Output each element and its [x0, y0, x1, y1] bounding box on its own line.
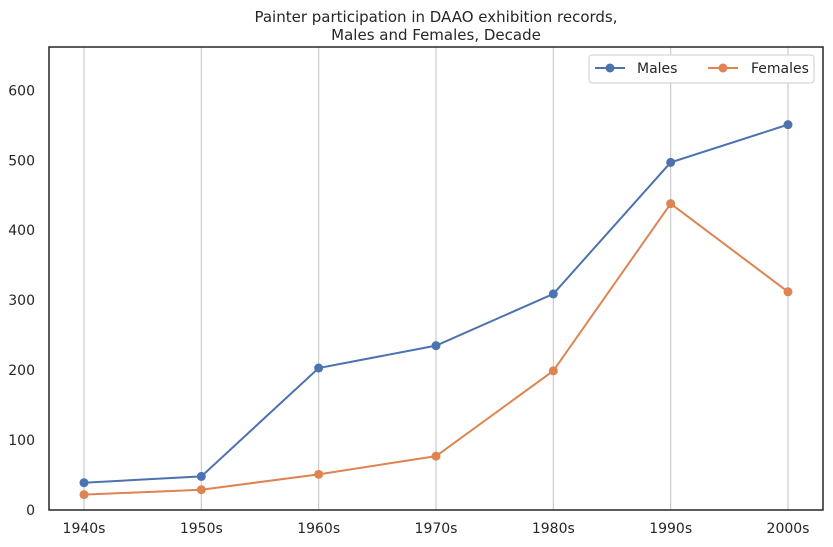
x-tick-label-1970s: 1970s — [415, 521, 458, 537]
data-point-males-1980s[interactable] — [548, 289, 558, 299]
y-tick-label-500: 500 — [8, 153, 35, 169]
x-tick-labels: 1940s 1950s 1960s 1970s 1980s 1990s 2000s — [63, 521, 810, 537]
chart-title-line-1: Painter participation in DAAO exhibition… — [254, 8, 617, 26]
data-point-females-1950s[interactable] — [196, 485, 206, 495]
y-tick-label-400: 400 — [8, 223, 35, 239]
gridlines — [83, 47, 789, 510]
y-tick-label-600: 600 — [8, 83, 35, 99]
x-tick-label-1960s: 1960s — [297, 521, 340, 537]
data-point-females-1990s[interactable] — [666, 199, 676, 209]
legend-females-marker — [718, 63, 728, 73]
data-point-males-1960s[interactable] — [314, 363, 324, 373]
series-group — [79, 120, 793, 500]
x-tick-label-1950s: 1950s — [180, 521, 223, 537]
data-point-females-1980s[interactable] — [548, 366, 558, 376]
legend-males-label: Males — [637, 61, 677, 77]
data-point-males-1970s[interactable] — [431, 341, 441, 351]
plot-frame — [48, 46, 824, 511]
data-point-females-1940s[interactable] — [79, 490, 89, 500]
data-point-females-1970s[interactable] — [431, 451, 441, 461]
y-tick-label-300: 300 — [8, 293, 35, 309]
legend-males-marker — [605, 63, 615, 73]
data-point-males-1940s[interactable] — [79, 478, 89, 488]
data-point-males-1990s[interactable] — [666, 157, 676, 167]
y-tick-label-100: 100 — [8, 433, 35, 449]
data-point-males-1950s[interactable] — [196, 471, 206, 481]
x-tick-label-2000s: 2000s — [767, 521, 810, 537]
y-tick-label-200: 200 — [8, 363, 35, 379]
legend-box — [588, 54, 815, 84]
data-point-females-2000s[interactable] — [783, 287, 793, 297]
y-tick-labels: 0 100 200 300 400 500 600 — [8, 83, 35, 519]
legend[interactable]: Males Females — [588, 54, 815, 84]
x-tick-label-1990s: 1990s — [649, 521, 692, 537]
x-tick-label-1940s: 1940s — [63, 521, 106, 537]
chart-title-line-2: Males and Females, Decade — [331, 26, 541, 44]
data-point-females-1960s[interactable] — [314, 469, 324, 479]
y-tick-label-0: 0 — [26, 503, 35, 519]
legend-females-label: Females — [751, 61, 809, 77]
x-tick-label-1980s: 1980s — [532, 521, 575, 537]
data-point-males-2000s[interactable] — [783, 120, 793, 130]
